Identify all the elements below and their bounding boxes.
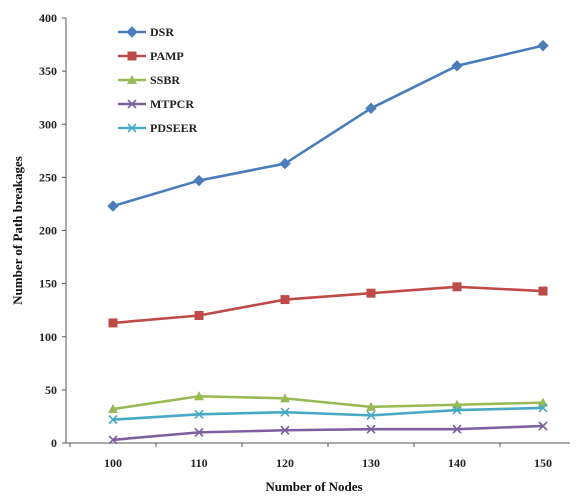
data-point	[366, 288, 376, 298]
y-tick-label: 50	[45, 383, 57, 397]
series-pdseer	[108, 403, 548, 425]
data-point	[108, 415, 118, 425]
series-line	[112, 44, 544, 208]
data-point	[538, 286, 548, 296]
data-point	[194, 409, 204, 419]
legend-marker	[127, 99, 137, 109]
data-point	[280, 393, 290, 403]
series-line	[112, 424, 544, 442]
data-point	[365, 102, 377, 115]
axes: 0 50 100 150 200 250 300 350 400 100 110 120 130 140 1…	[39, 11, 570, 470]
legend-item: PDSEER	[118, 121, 198, 135]
y-tick-label: 350	[39, 64, 57, 78]
legend-marker	[126, 26, 138, 38]
data-point	[366, 424, 376, 434]
data-point	[537, 39, 549, 52]
x-tick-label: 130	[362, 456, 380, 470]
x-tick-label: 110	[190, 456, 207, 470]
data-point	[279, 157, 291, 170]
legend-item: DSR	[118, 25, 174, 39]
y-tick-label: 250	[39, 170, 57, 184]
legend-label: DSR	[150, 25, 174, 39]
x-tick-label: 140	[448, 456, 466, 470]
data-point	[451, 60, 463, 72]
data-point	[452, 405, 462, 415]
y-tick-label: 0	[51, 436, 57, 450]
data-point	[538, 421, 548, 431]
series-line	[112, 406, 544, 421]
data-point	[108, 404, 118, 413]
data-point	[452, 282, 462, 292]
legend-label: PAMP	[150, 49, 184, 63]
series-mtpcr	[108, 421, 548, 445]
data-point	[194, 427, 204, 437]
data-point	[194, 391, 204, 401]
data-point	[366, 410, 376, 420]
series-line	[112, 394, 544, 411]
y-tick-label: 100	[39, 330, 57, 344]
series-ssbr	[108, 391, 548, 413]
data-point	[538, 403, 548, 413]
y-axis-title: Number of Path breakages	[10, 156, 25, 305]
legend-item: PAMP	[118, 49, 184, 63]
data-point	[108, 318, 118, 328]
legend-item: MTPCR	[118, 97, 194, 111]
x-tick-label: 150	[534, 456, 552, 470]
data-point	[280, 407, 290, 417]
legend-label: SSBR	[150, 73, 180, 87]
x-tick-label: 100	[104, 456, 122, 470]
data-point	[194, 311, 204, 320]
legend-marker	[127, 75, 137, 84]
series-pamp	[108, 282, 548, 328]
x-axis-title: Number of Nodes	[265, 479, 362, 494]
legend-marker	[127, 51, 137, 61]
legend-label: MTPCR	[150, 97, 194, 111]
data-point	[366, 401, 376, 411]
data-point	[280, 295, 290, 305]
y-tick-label: 200	[39, 224, 57, 238]
y-tick-label: 150	[39, 277, 57, 291]
data-point	[193, 174, 205, 187]
series-group	[107, 39, 549, 445]
legend-item: SSBR	[118, 73, 180, 87]
data-point	[107, 200, 119, 212]
x-tick-label: 120	[276, 456, 294, 470]
legend-marker	[127, 123, 137, 133]
y-tick-label: 400	[39, 11, 57, 25]
legend-label: PDSEER	[150, 121, 198, 135]
data-point	[108, 435, 118, 445]
series-line	[112, 285, 544, 325]
series-dsr	[107, 39, 549, 212]
data-point	[280, 425, 290, 435]
data-point	[452, 424, 462, 434]
y-tick-label: 300	[39, 117, 57, 131]
legend: DSR PAMP SSBR MTPCR PDSEER	[118, 25, 198, 135]
